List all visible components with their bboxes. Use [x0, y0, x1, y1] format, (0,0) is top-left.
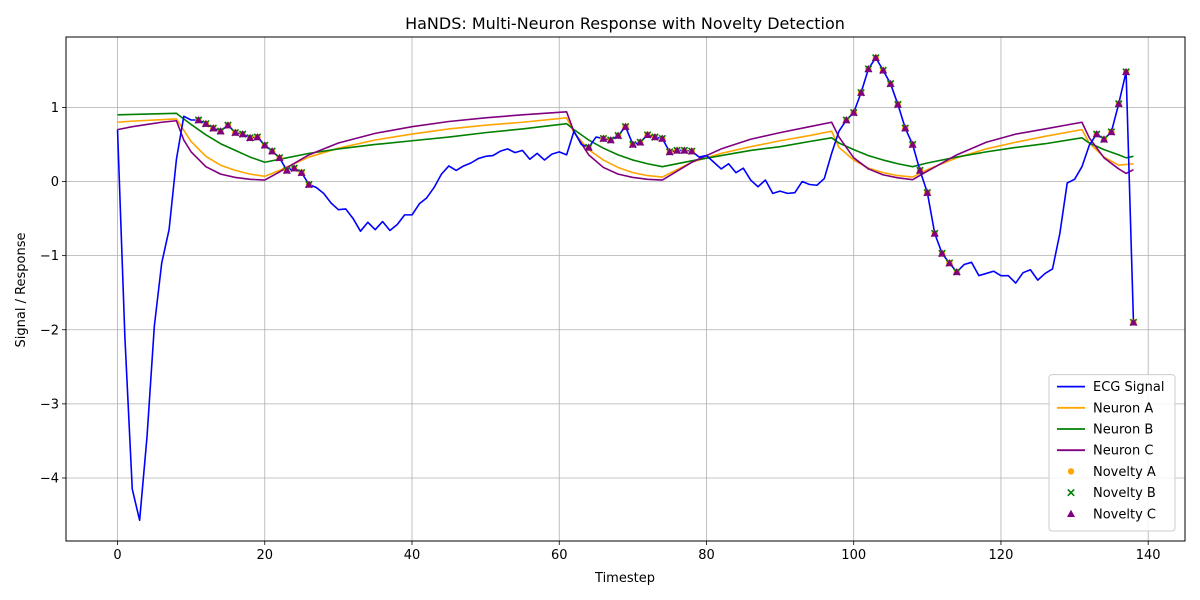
- y-axis-label: Signal / Response: [14, 232, 29, 347]
- novelty-c-marker: [687, 147, 696, 155]
- x-tick-label: 0: [113, 548, 121, 563]
- novelty-c-marker: [930, 229, 939, 237]
- y-tick-label: 1: [51, 101, 59, 116]
- legend-item-ecg-signal: ECG Signal: [1057, 380, 1164, 395]
- legend-item-novelty-c: Novelty C: [1067, 507, 1156, 522]
- novelty-c-marker: [282, 166, 291, 174]
- x-tick-label: 140: [1136, 548, 1161, 563]
- legend-label-neuron-c: Neuron C: [1093, 444, 1153, 459]
- y-tick-label: −2: [40, 323, 59, 338]
- x-tick-label: 100: [841, 548, 866, 563]
- neuron-b-line: [117, 112, 1134, 168]
- novelty-c-marker: [665, 147, 674, 156]
- legend-item-neuron-a: Neuron A: [1057, 401, 1153, 416]
- y-tick-label: 0: [51, 175, 59, 190]
- legend-box: [1048, 374, 1176, 532]
- legend-item-novelty-b: Novelty B: [1067, 486, 1156, 501]
- novelty-c-marker: [1100, 135, 1109, 143]
- novelty-c-marker: [650, 133, 659, 141]
- novelty-c-marker: [304, 180, 313, 188]
- novelty-c-marker: [1114, 99, 1123, 107]
- y-tick-label: −1: [40, 249, 59, 264]
- novelty-c-marker: [628, 140, 637, 148]
- novelty-c-marker: [614, 131, 623, 139]
- legend-swatch-novelty-c: [1067, 509, 1075, 517]
- x-tick-label: 60: [551, 548, 568, 563]
- grid-lines: [66, 37, 1185, 541]
- novelty-c-marker: [606, 136, 615, 144]
- legend-label-ecg-signal: ECG Signal: [1093, 380, 1164, 395]
- x-tick-label: 40: [404, 548, 421, 563]
- novelty-c-marker: [290, 164, 299, 172]
- novelty-c-marker: [268, 147, 277, 155]
- novelty-c-marker: [621, 122, 630, 130]
- legend-item-neuron-c: Neuron C: [1057, 444, 1153, 459]
- novelty-c-marker: [871, 53, 880, 61]
- plot-background: [66, 37, 1185, 541]
- novelty-c-marker: [584, 143, 593, 151]
- y-tick-label: −3: [40, 397, 59, 412]
- novelty-c-marker: [864, 64, 873, 73]
- novelty-c-marker: [1122, 67, 1131, 76]
- plot-area: [65, 36, 1186, 542]
- y-tick-label: −4: [40, 472, 59, 487]
- legend: ECG Signal Neuron A Neuron B Neuron C Novelt…: [1048, 374, 1176, 532]
- legend-swatch-novelty-b: [1067, 488, 1075, 497]
- novelty-c-marker: [275, 153, 284, 162]
- novelty-c-marker: [1092, 130, 1101, 138]
- legend-label-novelty-a: Novelty A: [1093, 465, 1156, 480]
- novelty-c-marker: [938, 249, 947, 257]
- novelty-c-marker: [1129, 318, 1138, 326]
- plot-frame: [65, 36, 1186, 542]
- novelty-c-marker: [643, 130, 652, 139]
- novelty-c-marker: [636, 138, 645, 146]
- novelty-c-marker: [923, 188, 932, 196]
- legend-item-novelty-a: Novelty A: [1067, 465, 1156, 480]
- novelty-c-marker: [194, 116, 203, 124]
- novelty-c-marker: [901, 124, 910, 132]
- x-tick-label: 80: [698, 548, 715, 563]
- novelty-c-marker: [260, 141, 269, 149]
- novelty-c-marker: [246, 133, 255, 141]
- legend-label-neuron-b: Neuron B: [1093, 423, 1153, 438]
- novelty-c-marker: [945, 259, 954, 267]
- novelty-c-marker: [1107, 127, 1116, 136]
- x-tick-label: 20: [256, 548, 273, 563]
- x-axis: 0 20 40 60 80 100 120 140: [113, 541, 1161, 563]
- novelty-c-marker: [223, 121, 232, 129]
- novelty-c-marker: [908, 140, 917, 148]
- legend-swatch-novelty-b-stroke: [1067, 488, 1075, 497]
- novelty-c-marker: [209, 124, 218, 132]
- novelty-c-marker: [952, 267, 961, 276]
- novelty-c-marker: [231, 128, 240, 136]
- novelty-c-marker: [680, 146, 689, 154]
- legend-swatch-novelty-a: [1067, 468, 1075, 475]
- chart-title: HaNDS: Multi-Neuron Response with Novelt…: [405, 14, 845, 33]
- y-axis: 1 0 −1 −2 −3 −4: [40, 101, 66, 487]
- neuron-c-line: [117, 111, 1134, 181]
- novelty-c-marker: [857, 88, 866, 96]
- novelty-c-marker: [893, 100, 902, 108]
- novelty-c-marker: [658, 134, 667, 142]
- legend-item-neuron-b: Neuron B: [1057, 423, 1153, 438]
- x-tick-label: 120: [989, 548, 1014, 563]
- novelty-c-marker: [886, 79, 895, 87]
- novelty-c-marker: [253, 133, 262, 141]
- legend-label-novelty-c: Novelty C: [1093, 507, 1156, 522]
- novelty-c-marker: [201, 119, 210, 127]
- novelty-c-marker: [238, 130, 247, 138]
- legend-label-neuron-a: Neuron A: [1093, 401, 1153, 416]
- legend-label-novelty-b: Novelty B: [1093, 486, 1156, 501]
- novelty-markers: [194, 53, 1138, 327]
- novelty-c-marker: [915, 166, 924, 174]
- novelty-c-marker: [879, 66, 888, 74]
- novelty-c-marker: [849, 108, 858, 116]
- novelty-c-marker: [297, 168, 306, 176]
- novelty-c-marker: [673, 146, 682, 154]
- novelty-c-marker: [842, 116, 851, 124]
- novelty-c-marker: [216, 127, 225, 135]
- novelty-c-marker: [599, 134, 608, 142]
- x-axis-label: Timestep: [594, 571, 655, 586]
